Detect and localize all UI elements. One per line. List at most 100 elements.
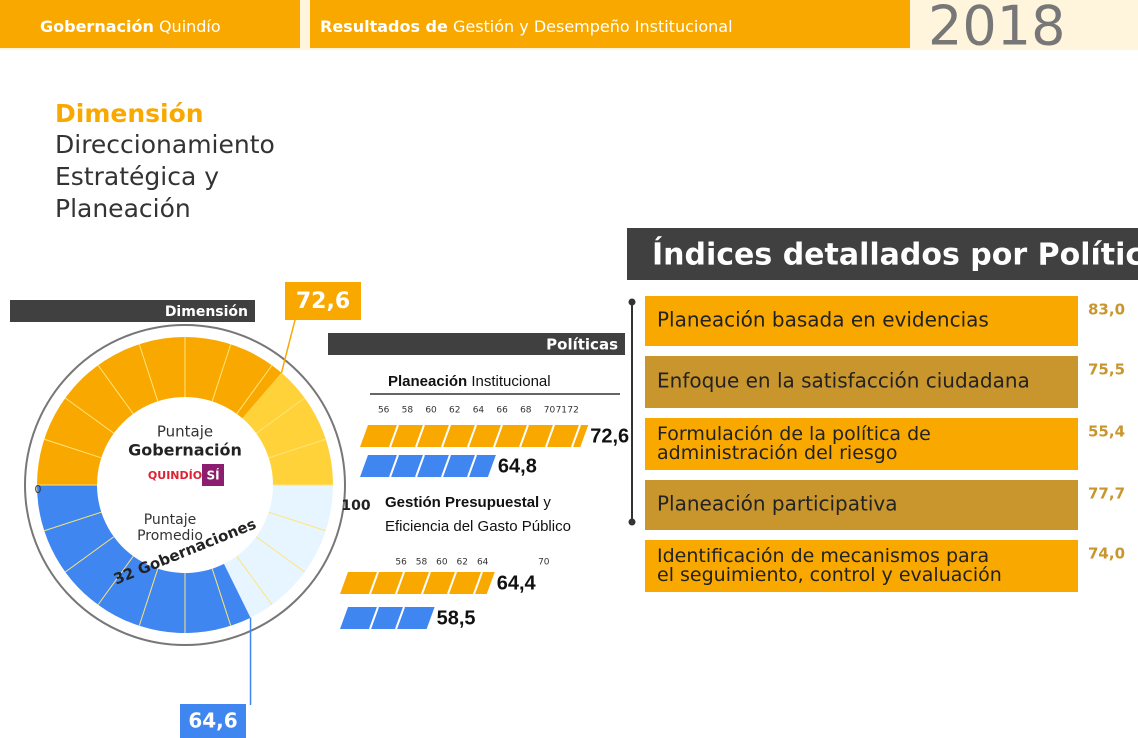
indices-title-box	[627, 228, 1138, 280]
gauge-outline	[24, 324, 346, 646]
bar-stripe	[571, 424, 581, 448]
policy-name-bold: Planeación	[388, 373, 467, 390]
policy-bar	[360, 455, 496, 477]
bar-stripe	[493, 424, 503, 448]
gauge-divider	[138, 568, 159, 626]
gauge-logo: SÍ	[206, 468, 220, 483]
gauge-label: Promedio	[137, 528, 203, 544]
bar-stripe	[519, 424, 529, 448]
dimension-name: Direccionamiento	[55, 130, 275, 159]
gauge-label: Puntaje	[144, 512, 197, 528]
gauge-divider	[211, 344, 232, 402]
x-tick-label: 66	[496, 406, 508, 416]
gauge-divider	[64, 536, 115, 573]
gauge-divider	[255, 536, 306, 573]
bar-stripe	[447, 571, 457, 595]
bar-stripe	[415, 424, 425, 448]
gauge-logo: QUINDÍO	[148, 469, 202, 482]
gauge-center	[101, 401, 269, 569]
index-value: 75,5	[1088, 361, 1125, 379]
policy-name-bold: Gestión Presupuestal	[385, 494, 539, 511]
bar-stripe	[421, 571, 431, 595]
gauge-header-box	[10, 300, 255, 322]
gauge-bar	[37, 337, 282, 485]
gauge-divider	[236, 555, 273, 606]
header-year: 2018	[928, 0, 1065, 58]
policy-name-rest: Institucional	[471, 373, 550, 390]
gauge-divider	[97, 364, 134, 415]
gauge-divider	[268, 511, 326, 532]
header-subtitle-box	[310, 0, 910, 48]
policy-name: Gestión Presupuestal y	[385, 494, 551, 511]
politicas-header-box	[328, 333, 625, 355]
index-value: 77,7	[1088, 485, 1125, 503]
gauge-divider	[44, 438, 102, 459]
callout-value: 64,6	[188, 709, 237, 733]
index-value: 83,0	[1088, 301, 1125, 319]
callout-box	[285, 282, 361, 320]
policy-value: 72,6	[590, 425, 629, 447]
policy-bar	[340, 572, 495, 594]
index-box	[645, 480, 1078, 530]
bar-stripe	[467, 454, 477, 478]
index-value: 74,0	[1088, 545, 1125, 563]
bar-stripe	[389, 424, 399, 448]
dimension-label: Dimensión	[55, 99, 204, 128]
bar-stripe	[369, 571, 379, 595]
gauge-header: Dimensión	[165, 304, 248, 320]
x-tick-label: 72	[567, 406, 578, 416]
gauge-scale-max: 100	[341, 498, 370, 514]
x-tick-label: 71	[556, 406, 567, 416]
bar-stripe	[369, 606, 379, 630]
header-brand: Gobernación Quindío	[40, 17, 221, 36]
index-box	[645, 540, 1078, 592]
header-subtitle: Resultados de Gestión y Desempeño Instit…	[320, 17, 733, 36]
index-box	[645, 418, 1078, 470]
callout-box	[180, 704, 246, 738]
gauge-divider	[268, 438, 326, 459]
dimension-name: Estratégica y	[55, 162, 219, 191]
x-tick-label: 56	[378, 406, 390, 416]
x-tick-label: 64	[477, 558, 489, 568]
x-tick-label: 62	[449, 406, 460, 416]
politicas-header: Políticas	[546, 336, 618, 354]
x-tick-label: 58	[402, 406, 414, 416]
bracket-dot	[628, 518, 636, 526]
index-name: Enfoque en la satisfacción ciudadana	[657, 369, 1030, 393]
gauge-track	[223, 485, 333, 618]
index-name: el seguimiento, control y evaluación	[657, 564, 1002, 586]
policy-name: Planeación Institucional	[388, 373, 551, 390]
gauge-scale-min: 0	[35, 483, 42, 496]
gauge-bar	[37, 485, 251, 633]
policy-value: 64,4	[497, 572, 537, 594]
bar-stripe	[395, 571, 405, 595]
gauge-divider	[236, 364, 273, 415]
bar-stripe	[395, 606, 405, 630]
policy-name-rest: y	[543, 494, 551, 511]
gauge-logo-box	[202, 464, 224, 486]
bar-stripe	[473, 571, 483, 595]
bar-stripe	[415, 454, 425, 478]
x-tick-label: 68	[520, 406, 532, 416]
gauge-divider	[138, 344, 159, 402]
x-tick-label: 64	[473, 406, 485, 416]
header-brand-box	[0, 0, 300, 48]
callout-line	[280, 319, 296, 373]
gauge-divider	[97, 555, 134, 606]
bracket-dot	[628, 298, 636, 306]
index-name: Formulación de la política de	[657, 423, 931, 445]
x-tick-label: 60	[425, 406, 437, 416]
index-name: administración del riesgo	[657, 442, 897, 464]
bar-stripe	[545, 424, 555, 448]
x-tick-label: 70	[538, 558, 550, 568]
index-name: Planeación participativa	[657, 492, 898, 516]
x-tick-label: 56	[395, 558, 407, 568]
x-tick-label: 62	[457, 558, 468, 568]
policy-bar	[340, 607, 435, 629]
dimension-name: Planeación	[55, 194, 191, 223]
indices-title: Índices detallados por Políticas	[652, 237, 1138, 273]
callout-value: 72,6	[296, 289, 350, 314]
gauge-track	[242, 372, 333, 485]
x-tick-label: 70	[544, 406, 556, 416]
